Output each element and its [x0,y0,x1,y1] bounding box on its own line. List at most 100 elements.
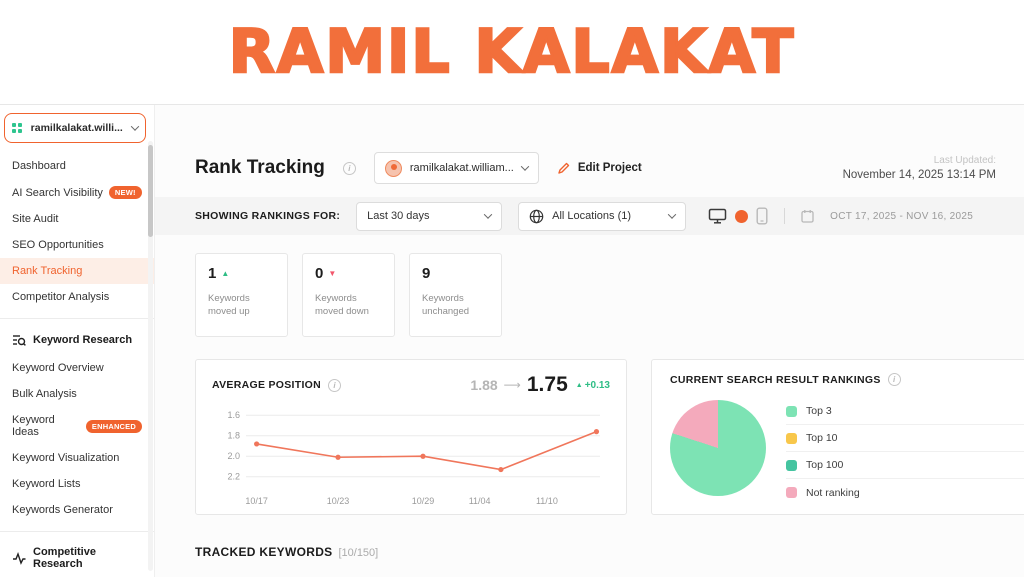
arrow-right-icon: ⟶ [503,378,521,392]
svg-text:11/10: 11/10 [536,496,558,506]
project-avatar [384,159,402,177]
sidebar-item-label: Competitor Analysis [12,291,110,303]
stat-card-unchanged: 9 Keywords unchanged [409,253,502,337]
legend-row-top10: Top 10 [786,425,1024,452]
enhanced-badge: ENHANCED [85,419,142,433]
legend-chip-top10 [786,432,797,444]
down-triangle-icon: ▼ [328,268,337,278]
average-position-card: AVERAGE POSITION 1.88 ⟶ 1.75 +0.13 1.6 1.… [195,359,627,515]
sidebar-item-site-audit[interactable]: Site Audit [0,206,154,232]
legend-row-not-ranking: Not ranking [786,479,1024,506]
hero-title: RAMIL KALAKAT [227,16,796,89]
stat-label: Keywords unchanged [422,293,470,318]
chevron-down-icon [483,210,493,219]
last-updated: Last Updated: November 14, 2025 13:14 PM [843,155,996,181]
device-toggle-indicator[interactable] [735,209,749,223]
sidebar-nav: Dashboard AI Search Visibility NEW! Site… [0,153,154,577]
sidebar-item-label: Keyword Lists [12,478,81,490]
calendar-icon [801,210,814,223]
project-dropdown-label: ramilkalakat.william... [409,162,514,174]
sidebar-item-label: SEO Opportunities [12,239,104,251]
tracked-keywords-title: TRACKED KEYWORDS [195,545,333,559]
sidebar-scrollbar[interactable] [148,141,153,571]
project-dropdown[interactable]: ramilkalakat.william... [373,152,539,184]
info-icon[interactable] [328,378,342,392]
sidebar-item-label: Dashboard [12,160,66,172]
info-icon[interactable] [342,161,356,175]
keyword-research-section-header: Keyword Research [0,329,154,355]
sidebar-item-keyword-visualization[interactable]: Keyword Visualization [0,445,154,471]
last-updated-label: Last Updated: [933,155,996,166]
sidebar-item-label: Keywords Generator [12,504,113,516]
app-window: ramilkalakat.willi... Dashboard AI Searc… [0,104,1024,577]
average-position-line-chart[interactable]: 1.6 1.8 2.0 2.2 10/17 10/23 10/29 11/04 11/10 [212,401,610,511]
desktop-icon[interactable] [708,208,727,224]
edit-project-label: Edit Project [577,162,642,174]
edit-project-button[interactable]: Edit Project [557,161,642,175]
stat-value: 0 [315,265,324,282]
locations-dropdown[interactable]: All Locations (1) [518,201,687,231]
globe-icon [529,209,544,223]
page-title: Rank Tracking [195,157,325,178]
competitive-research-icon [13,551,26,565]
sidebar-item-dashboard[interactable]: Dashboard [0,153,154,179]
stat-card-moved-down: 0 ▼ Keywords moved down [302,253,395,337]
current-value: 1.75 [526,373,568,396]
tracked-keywords-header: TRACKED KEYWORDS [10/150] [155,515,1024,559]
svg-text:11/04: 11/04 [469,496,491,506]
date-range-dropdown-value: Last 30 days [367,210,430,222]
sidebar-item-keyword-ideas[interactable]: Keyword Ideas ENHANCED [0,407,154,445]
sidebar-scrollbar-thumb[interactable] [148,145,153,237]
sidebar-item-keyword-overview[interactable]: Keyword Overview [0,355,154,381]
sidebar-item-rank-tracking[interactable]: Rank Tracking [0,258,154,284]
device-toggle[interactable] [708,207,768,225]
sidebar-item-keyword-lists[interactable]: Keyword Lists [0,471,154,497]
sidebar-item-label: Keyword Overview [12,362,104,374]
project-selector[interactable]: ramilkalakat.willi... [4,113,146,143]
stat-card-moved-up: 1 ▲ Keywords moved up [195,253,288,337]
chevron-down-icon [667,210,677,219]
charts-row: AVERAGE POSITION 1.88 ⟶ 1.75 +0.13 1.6 1.… [155,359,1024,515]
sidebar-item-bulk-analysis[interactable]: Bulk Analysis [0,381,154,407]
section-title: Competitive Research [33,546,96,570]
vertical-divider [784,208,786,224]
average-position-values: 1.88 ⟶ 1.75 +0.13 [470,373,610,397]
average-position-header: AVERAGE POSITION 1.88 ⟶ 1.75 +0.13 [212,373,610,397]
sidebar-item-label: Rank Tracking [12,265,83,277]
stat-value: 1 [208,265,217,282]
sidebar-item-ai-search-visibility[interactable]: AI Search Visibility NEW! [0,179,154,206]
sidebar-item-seo-opportunities[interactable]: SEO Opportunities [0,232,154,258]
new-badge: NEW! [108,186,142,199]
sidebar-item-label: Keyword Visualization [12,452,120,464]
date-range-text: OCT 17, 2025 - NOV 16, 2025 [830,210,974,222]
search-result-rankings-card: CURRENT SEARCH RESULT RANKINGS Top 3 [651,359,1024,515]
svg-text:1.6: 1.6 [227,410,240,420]
change-value: +0.13 [576,380,610,391]
rankings-legend: Top 3 Top 10 Top 100 [786,398,1024,506]
legend-chip-top3 [786,405,797,417]
rankings-header: CURRENT SEARCH RESULT RANKINGS [670,373,1024,386]
svg-text:10/17: 10/17 [245,496,268,506]
date-range-dropdown[interactable]: Last 30 days [356,201,503,231]
svg-text:1.8: 1.8 [227,431,240,441]
sidebar-item-keywords-generator[interactable]: Keywords Generator [0,497,154,523]
legend-label: Not ranking [806,486,860,499]
stat-value-row: 1 ▲ [208,265,275,282]
legend-row-top100: Top 100 [786,452,1024,479]
sidebar-item-competitor-analysis[interactable]: Competitor Analysis [0,284,154,310]
rankings-pie-chart[interactable] [670,400,766,496]
section-title: Keyword Research [33,334,133,346]
legend-label: Top 3 [806,405,832,417]
mobile-icon[interactable] [756,207,768,225]
hero-banner: RAMIL KALAKAT [0,0,1024,104]
stat-label: Keywords moved up [208,293,250,318]
apps-grid-icon [12,123,22,133]
average-position-title: AVERAGE POSITION [212,379,322,391]
info-icon[interactable] [887,373,901,386]
chevron-down-icon [130,122,140,131]
last-updated-value: November 14, 2025 13:14 PM [842,169,996,181]
legend-label: Top 100 [806,459,844,471]
legend-chip-top100 [786,459,797,471]
competitive-research-section: Competitive Research Traffic Overview [0,531,154,577]
filter-bar: SHOWING RANKINGS FOR: Last 30 days All L… [155,197,1024,235]
